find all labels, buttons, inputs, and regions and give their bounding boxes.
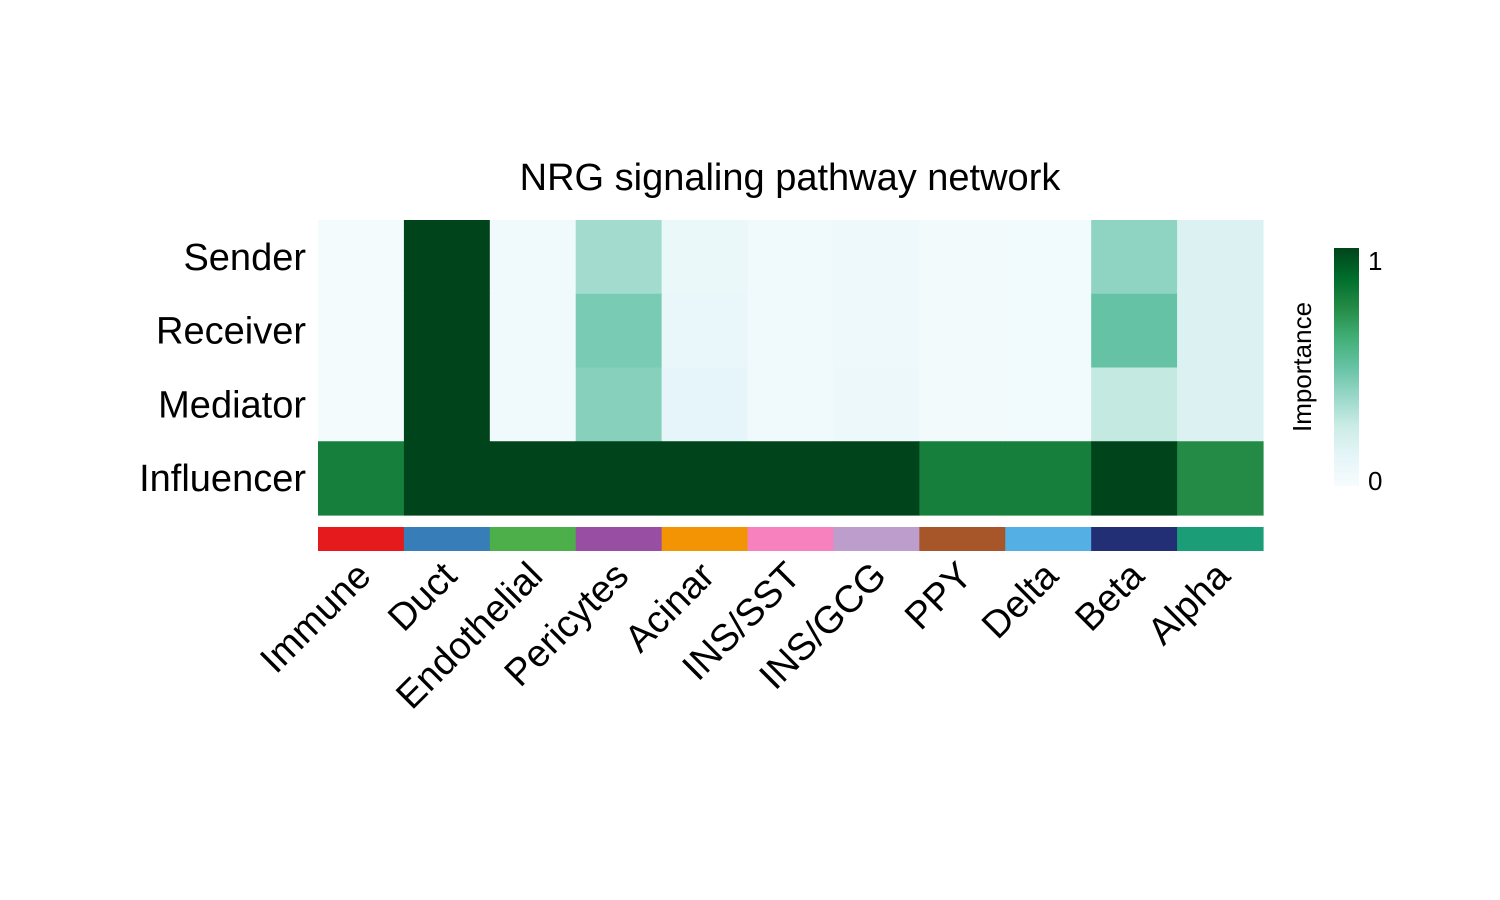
heatmap-cell-receiver-endothelial <box>489 293 577 369</box>
heatmap-cell-receiver-duct <box>403 293 491 369</box>
row-label-receiver: Receiver <box>156 311 306 353</box>
heatmap-cell-mediator-ins-gcg <box>833 367 920 442</box>
legend-max-label: 1 <box>1368 246 1382 276</box>
heatmap-cell-sender-alpha <box>1177 220 1264 295</box>
column-label-alpha: Alpha <box>1140 554 1239 653</box>
legend-min-label: 0 <box>1368 466 1382 496</box>
heatmap-cell-sender-immune <box>318 220 405 295</box>
heatmap-cell-receiver-pericytes <box>575 293 663 369</box>
heatmap-cell-mediator-ins-sst <box>747 367 835 442</box>
heatmap-cell-sender-beta <box>1091 220 1178 295</box>
heatmap-cell-influencer-alpha <box>1177 441 1264 516</box>
column-label-ppy: PPY <box>897 555 980 638</box>
heatmap-cell-influencer-pericytes <box>575 441 663 516</box>
heatmap-cell-sender-endothelial <box>489 220 577 295</box>
heatmap-cell-mediator-ppy <box>919 367 1006 442</box>
heatmap-cell-influencer-ins-sst <box>747 441 835 516</box>
heatmap-cell-mediator-endothelial <box>489 367 577 442</box>
heatmap-cell-influencer-endothelial <box>489 441 577 516</box>
annotation-acinar <box>661 527 749 551</box>
heatmap-cell-influencer-duct <box>403 441 491 516</box>
annotation-delta <box>1005 527 1092 551</box>
column-label-beta: Beta <box>1068 554 1154 640</box>
heatmap-cells <box>318 220 1264 516</box>
row-label-mediator: Mediator <box>158 384 306 426</box>
heatmap-cell-influencer-ppy <box>919 441 1006 516</box>
heatmap-cell-mediator-pericytes <box>575 367 663 442</box>
heatmap-cell-mediator-alpha <box>1177 367 1264 442</box>
annotation-ins-gcg <box>833 527 920 551</box>
annotation-endothelial <box>489 527 577 551</box>
heatmap-cell-sender-ins-gcg <box>833 220 920 295</box>
heatmap-cell-sender-duct <box>403 220 491 295</box>
heatmap-cell-mediator-acinar <box>661 367 749 442</box>
heatmap-cell-mediator-beta <box>1091 367 1178 442</box>
heatmap-cell-receiver-alpha <box>1177 293 1264 369</box>
annotation-beta <box>1091 527 1178 551</box>
heatmap-cell-receiver-beta <box>1091 293 1178 369</box>
column-annotation-bar <box>318 527 1264 551</box>
annotation-pericytes <box>575 527 663 551</box>
heatmap-cell-receiver-acinar <box>661 293 749 369</box>
column-label-delta: Delta <box>974 554 1067 647</box>
row-labels: Sender Receiver Mediator Influencer <box>139 237 306 500</box>
row-label-sender: Sender <box>183 237 306 279</box>
annotation-ins-sst <box>747 527 835 551</box>
annotation-alpha <box>1177 527 1264 551</box>
heatmap-cell-influencer-delta <box>1005 441 1092 516</box>
annotation-ppy <box>919 527 1006 551</box>
color-legend: 1 0 Importance <box>1287 246 1382 496</box>
heatmap-cell-receiver-delta <box>1005 293 1092 369</box>
legend-color-bar <box>1334 248 1359 486</box>
heatmap-cell-receiver-ins-gcg <box>833 293 920 369</box>
heatmap-cell-receiver-immune <box>318 293 405 369</box>
legend-title: Importance <box>1287 302 1317 432</box>
heatmap-cell-mediator-duct <box>403 367 491 442</box>
row-label-influencer: Influencer <box>139 458 306 500</box>
heatmap-cell-influencer-acinar <box>661 441 749 516</box>
column-label-immune: Immune <box>253 555 380 682</box>
heatmap-cell-sender-delta <box>1005 220 1092 295</box>
heatmap-cell-sender-ins-sst <box>747 220 835 295</box>
column-labels: Immune DuctEndothelialPericytesAcinarINS/… <box>253 554 1239 717</box>
heatmap-cell-sender-acinar <box>661 220 749 295</box>
heatmap-cell-receiver-ins-sst <box>747 293 835 369</box>
heatmap-cell-influencer-immune <box>318 441 405 516</box>
chart-title: NRG signaling pathway network <box>520 157 1062 199</box>
heatmap-cell-influencer-ins-gcg <box>833 441 920 516</box>
heatmap-cell-receiver-ppy <box>919 293 1006 369</box>
annotation-duct <box>403 527 491 551</box>
heatmap-cell-influencer-beta <box>1091 441 1178 516</box>
heatmap-cell-sender-ppy <box>919 220 1006 295</box>
annotation-immune <box>318 527 405 551</box>
heatmap-cell-sender-pericytes <box>575 220 663 295</box>
heatmap-cell-mediator-immune <box>318 367 405 442</box>
heatmap-cell-mediator-delta <box>1005 367 1092 442</box>
